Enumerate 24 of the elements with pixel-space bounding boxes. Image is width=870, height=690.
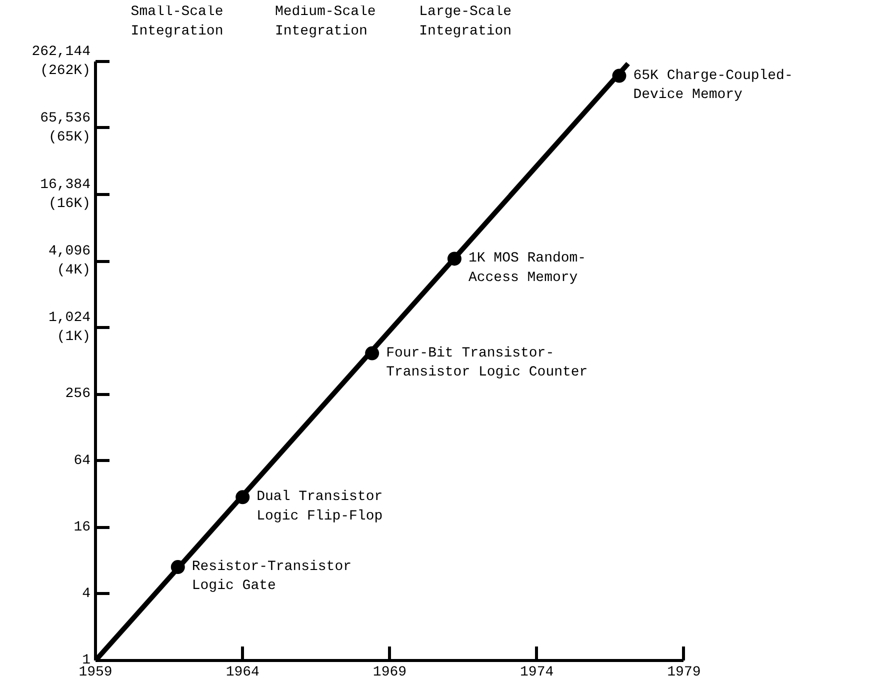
y-tick-label: 64 [74, 452, 91, 469]
point [612, 68, 626, 83]
x-tick-label: 1979 [667, 664, 701, 680]
x-tick-label: 1974 [520, 664, 554, 680]
annotation: 1K MOS Random- Access Memory [468, 250, 586, 286]
point [170, 560, 185, 574]
annotation: Dual Transistor Logic Flip-Flop [256, 489, 383, 524]
y-tick-label: 65,536 (65K) [40, 110, 91, 146]
x-tick-label: 1969 [372, 664, 407, 680]
x-tick-label: 1959 [78, 664, 112, 680]
y-tick-label: 4,096 (4K) [48, 243, 91, 279]
y-tick-label: 16 [74, 519, 91, 536]
annotation: 65K Charge-Coupled- Device Memory [633, 68, 793, 104]
annotation: Resistor-Transistor Logic Gate [192, 559, 352, 594]
y-tick-label: 262,144 (262K) [32, 44, 91, 79]
point [236, 490, 250, 504]
y-tick-label: 1,024 (1K) [48, 310, 91, 346]
annotation: Four-Bit Transistor- Transistor Logic Counter [386, 345, 588, 381]
y-tick-label: 16,384 (16K) [40, 176, 91, 212]
point [365, 346, 380, 360]
point [447, 252, 462, 266]
y-tick-label: 4 [82, 586, 91, 602]
x-tick-label: 1964 [226, 664, 260, 680]
y-tick-label: 256 [65, 386, 91, 402]
